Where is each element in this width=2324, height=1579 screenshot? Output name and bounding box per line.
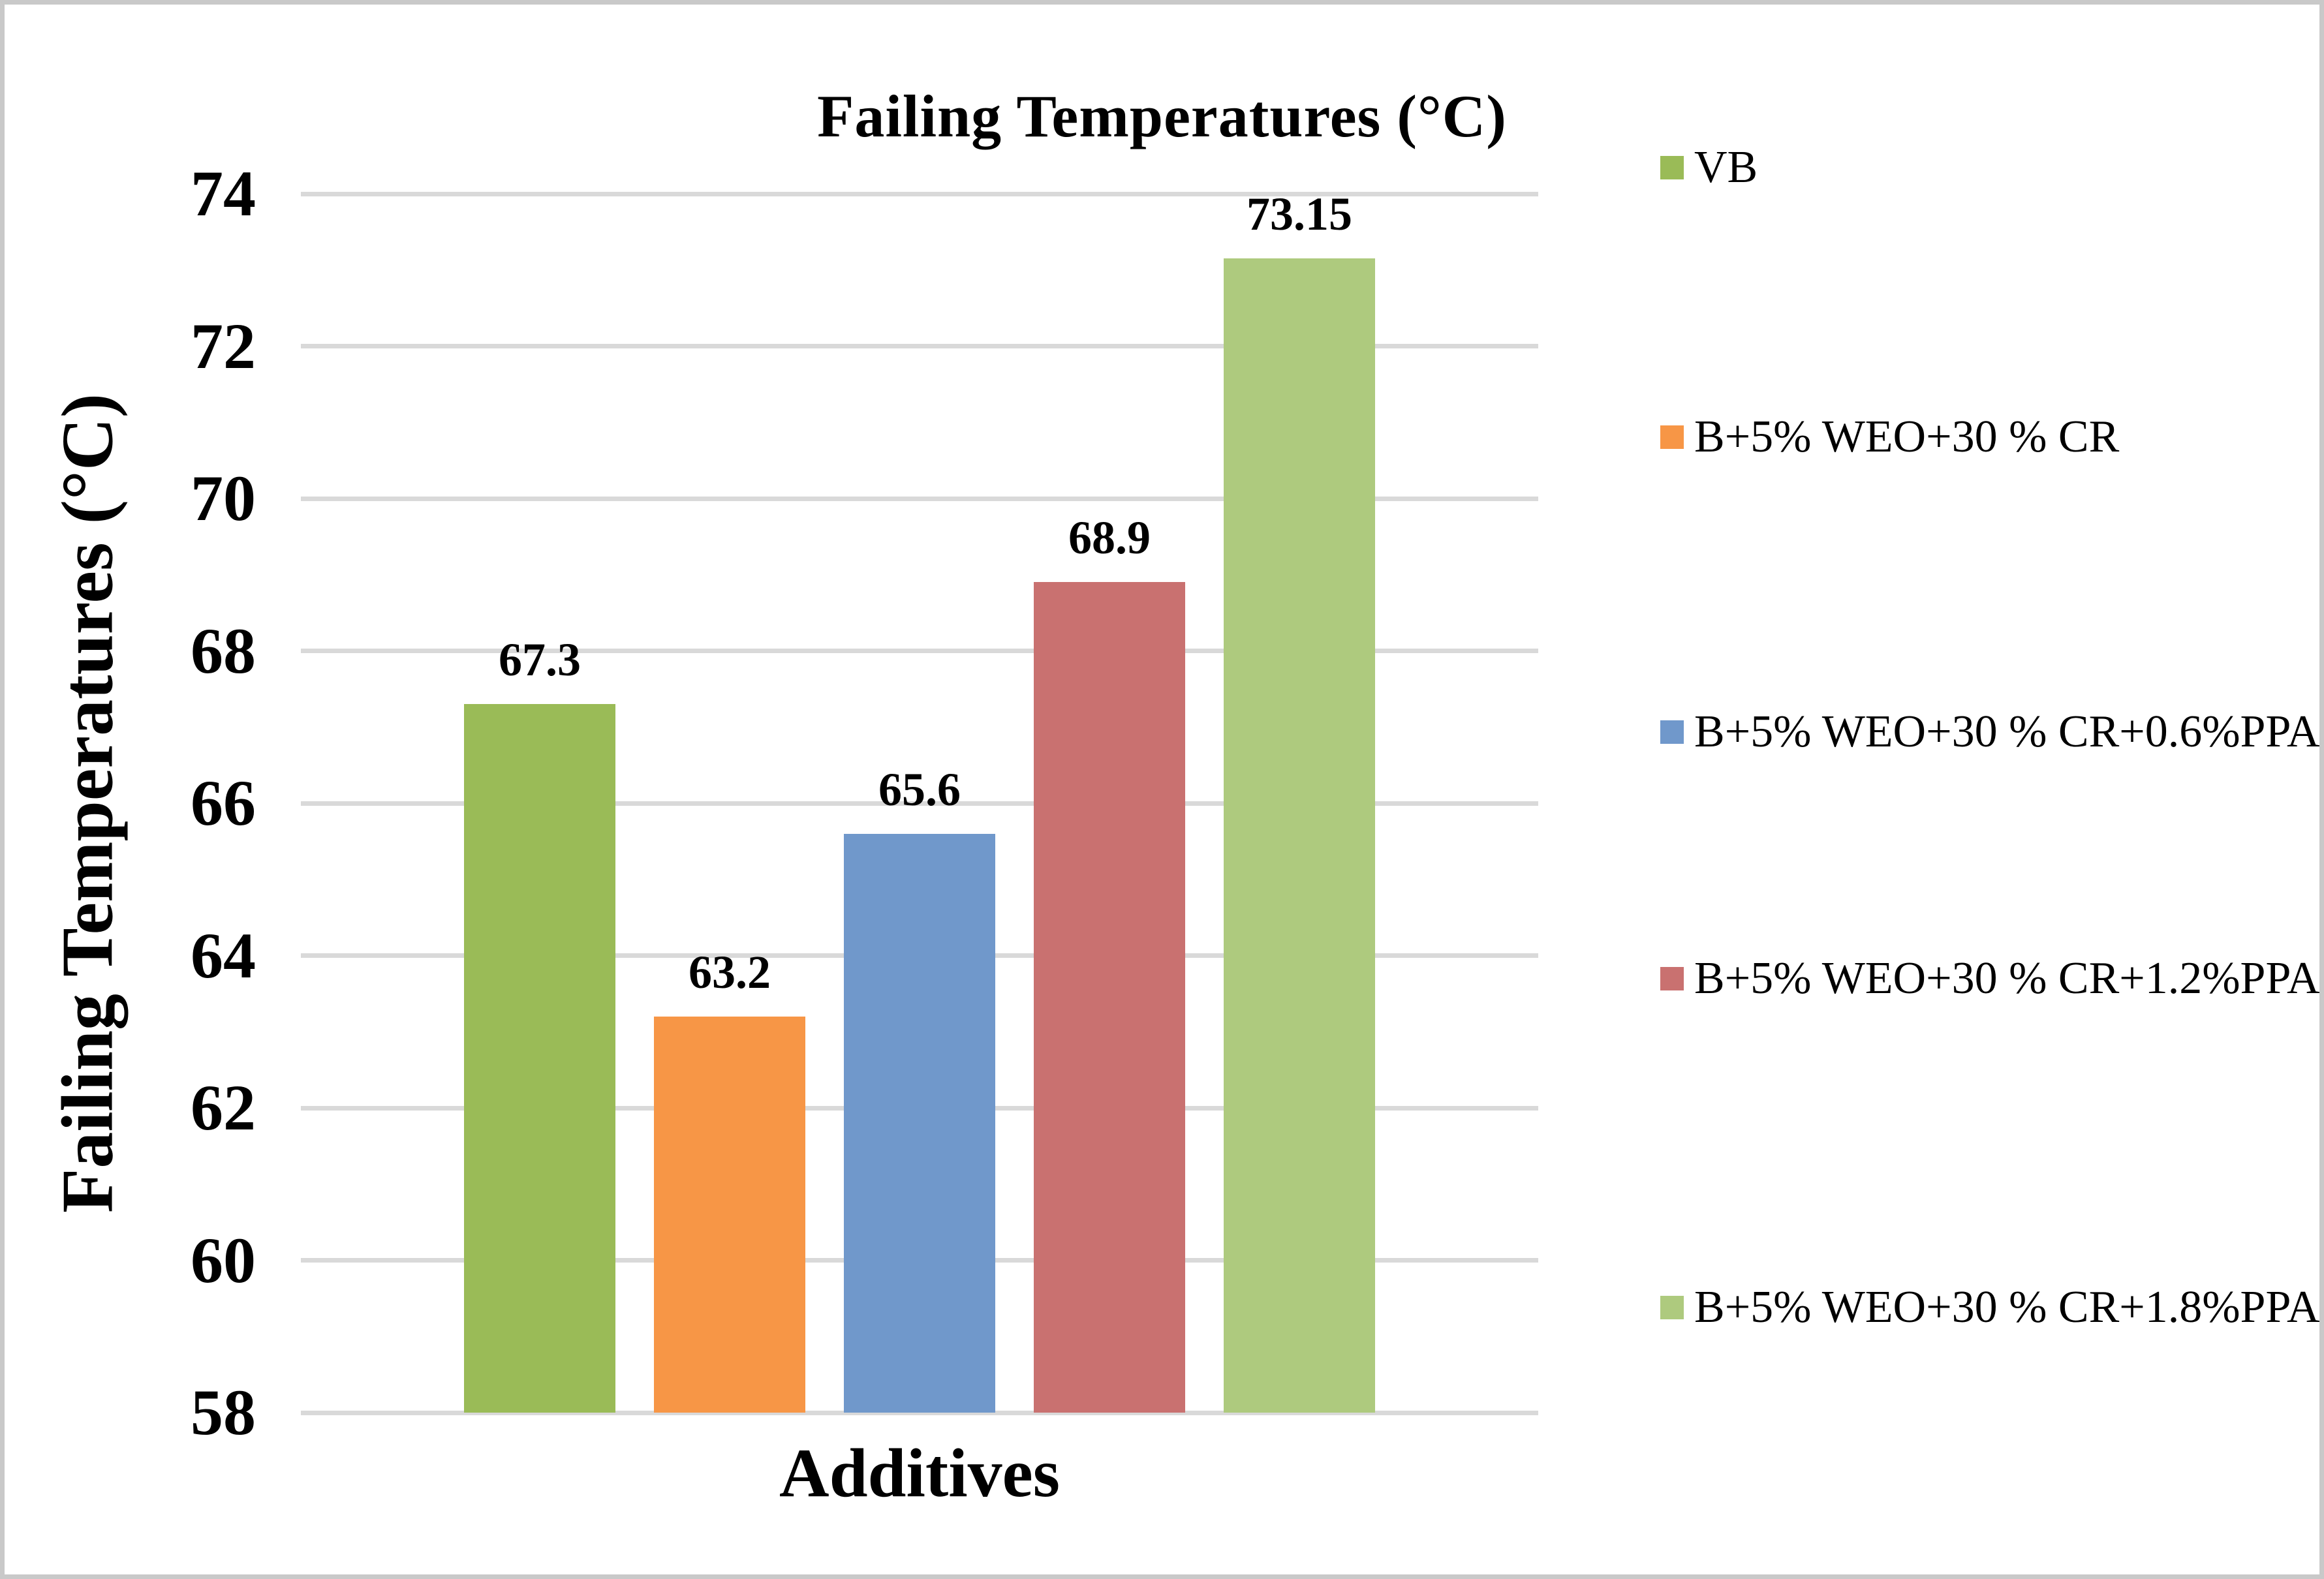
- legend-label: B+5% WEO+30 % CR: [1694, 412, 2120, 462]
- gridline: [301, 801, 1538, 806]
- chart-title: Failing Temperatures (°C): [817, 83, 1507, 149]
- legend-label: B+5% WEO+30 % CR+0.6%PPA: [1694, 707, 2320, 757]
- bar-4: [1034, 582, 1185, 1413]
- bar-value-label: 65.6: [878, 763, 961, 816]
- legend: VB B+5% WEO+30 % CR B+5% WEO+30 % CR+0.6%P…: [1660, 5, 2320, 1574]
- legend-item-2: B+5% WEO+30 % CR: [1660, 411, 2119, 463]
- y-tick-label: 74: [191, 157, 256, 230]
- legend-item-1: VB: [1660, 142, 1758, 194]
- legend-label: B+5% WEO+30 % CR+1.8%PPA: [1694, 1282, 2320, 1332]
- y-tick-label: 60: [191, 1223, 256, 1296]
- bar-5: [1224, 258, 1375, 1413]
- x-axis-title: Additives: [779, 1435, 1060, 1511]
- gridline: [301, 191, 1538, 196]
- legend-color-swatch-icon: [1660, 720, 1684, 744]
- gridline: [301, 1410, 1538, 1415]
- bar-2: [654, 1016, 805, 1413]
- y-tick-label: 58: [191, 1376, 256, 1449]
- legend-item-4: B+5% WEO+30 % CR+1.2%PPA: [1660, 953, 2320, 1005]
- legend-label: VB: [1694, 142, 1758, 192]
- legend-color-swatch-icon: [1660, 1296, 1684, 1319]
- legend-color-swatch-icon: [1660, 156, 1684, 179]
- y-axis-tick-labels: 58 60 62 64 66 68 70 72 74: [5, 161, 256, 1445]
- y-tick-label: 68: [191, 614, 256, 687]
- bar-1: [464, 704, 615, 1413]
- y-tick-label: 64: [191, 919, 256, 992]
- y-tick-label: 72: [191, 309, 256, 382]
- y-tick-label: 62: [191, 1071, 256, 1144]
- bar-value-label: 68.9: [1068, 512, 1151, 564]
- bar-value-label: 67.3: [499, 634, 581, 686]
- legend-color-swatch-icon: [1660, 967, 1684, 990]
- plot-area: 67.3 63.2 65.6 68.9 73.15: [301, 188, 1538, 1415]
- bar-value-label: 63.2: [689, 945, 771, 998]
- y-tick-label: 70: [191, 462, 256, 534]
- bar-3: [844, 833, 995, 1413]
- gridline: [301, 649, 1538, 653]
- gridline: [301, 496, 1538, 501]
- y-tick-label: 66: [191, 767, 256, 839]
- legend-label: B+5% WEO+30 % CR+1.2%PPA: [1694, 953, 2320, 1004]
- legend-color-swatch-icon: [1660, 425, 1684, 449]
- legend-item-5: B+5% WEO+30 % CR+1.8%PPA: [1660, 1281, 2320, 1334]
- legend-item-3: B+5% WEO+30 % CR+0.6%PPA: [1660, 706, 2320, 758]
- bar-value-label: 73.15: [1247, 188, 1352, 241]
- gridline: [301, 344, 1538, 348]
